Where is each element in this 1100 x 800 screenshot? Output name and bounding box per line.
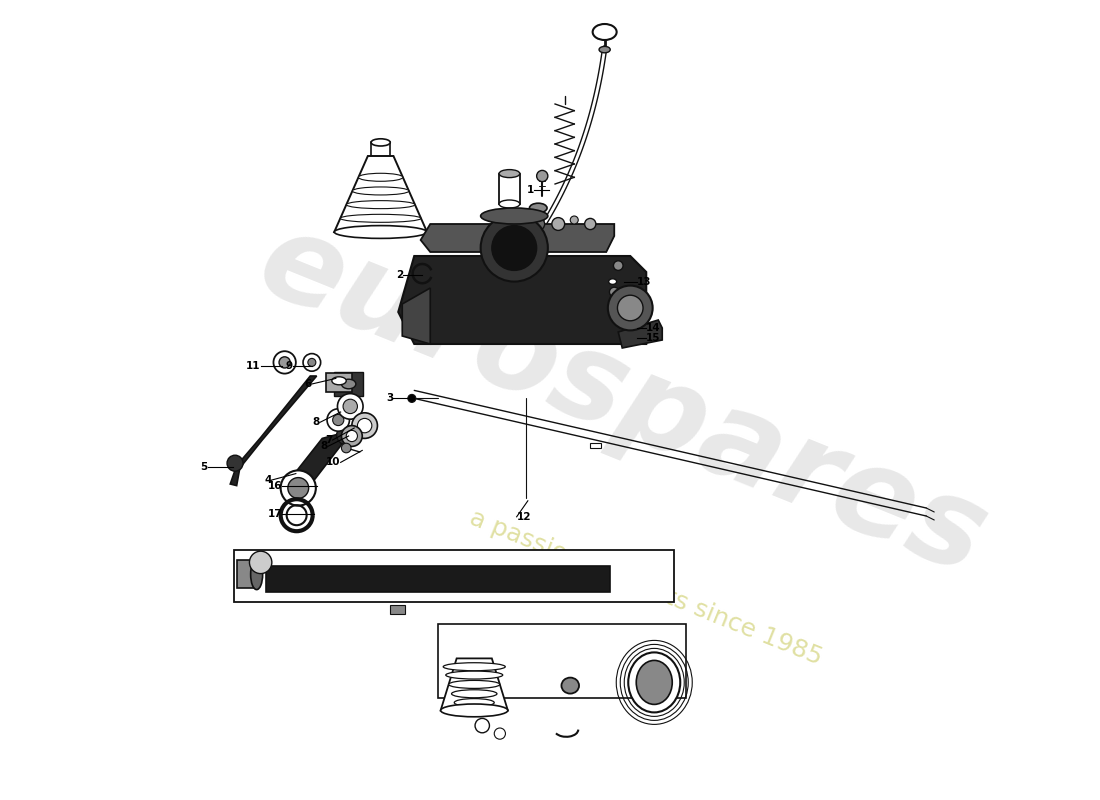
Text: 3: 3	[386, 394, 394, 403]
Ellipse shape	[449, 680, 499, 688]
Ellipse shape	[593, 24, 617, 40]
Polygon shape	[398, 256, 646, 344]
Text: 17: 17	[267, 509, 283, 518]
Polygon shape	[403, 288, 430, 344]
Text: 8: 8	[312, 418, 320, 427]
Circle shape	[517, 250, 532, 266]
Text: 4: 4	[264, 475, 272, 485]
Circle shape	[352, 413, 377, 438]
Ellipse shape	[608, 279, 617, 284]
Circle shape	[285, 476, 297, 489]
Circle shape	[280, 470, 316, 506]
Ellipse shape	[529, 203, 547, 213]
Text: 2: 2	[396, 270, 403, 280]
Circle shape	[552, 218, 564, 230]
Circle shape	[288, 478, 309, 498]
Circle shape	[227, 455, 243, 471]
Text: 14: 14	[646, 323, 661, 333]
Bar	[266, 566, 610, 592]
Circle shape	[617, 295, 643, 321]
Circle shape	[492, 226, 537, 270]
Ellipse shape	[446, 671, 503, 679]
Circle shape	[327, 409, 350, 431]
Text: 7: 7	[326, 435, 332, 445]
Ellipse shape	[359, 174, 403, 182]
Text: 11: 11	[246, 362, 261, 371]
Circle shape	[358, 418, 372, 433]
Circle shape	[531, 218, 544, 230]
Circle shape	[332, 414, 344, 426]
Ellipse shape	[636, 660, 672, 705]
Circle shape	[608, 286, 652, 330]
Polygon shape	[334, 156, 427, 232]
Polygon shape	[230, 376, 317, 486]
Ellipse shape	[443, 662, 505, 670]
Text: 8: 8	[320, 442, 328, 451]
Bar	[327, 373, 352, 392]
Ellipse shape	[341, 379, 355, 389]
Circle shape	[346, 430, 358, 442]
Text: 1: 1	[527, 186, 535, 195]
Circle shape	[343, 399, 358, 414]
Polygon shape	[420, 224, 614, 252]
Polygon shape	[441, 658, 508, 710]
Bar	[591, 443, 602, 448]
Circle shape	[341, 443, 351, 453]
Ellipse shape	[332, 377, 346, 385]
Ellipse shape	[600, 46, 610, 53]
Circle shape	[408, 394, 416, 402]
Ellipse shape	[561, 678, 579, 694]
Ellipse shape	[346, 201, 415, 209]
Circle shape	[302, 354, 320, 371]
Circle shape	[494, 728, 505, 739]
Text: 6: 6	[305, 379, 311, 389]
Circle shape	[279, 357, 290, 368]
Bar	[234, 550, 674, 602]
Ellipse shape	[334, 226, 427, 238]
Ellipse shape	[371, 139, 390, 146]
Ellipse shape	[352, 187, 409, 195]
Ellipse shape	[441, 704, 508, 717]
Text: 5: 5	[200, 462, 208, 472]
Circle shape	[570, 216, 579, 224]
Text: eurospares: eurospares	[242, 201, 1002, 599]
Bar	[390, 605, 405, 614]
Circle shape	[274, 351, 296, 374]
Ellipse shape	[628, 653, 680, 712]
Text: 13: 13	[637, 277, 651, 286]
Bar	[334, 372, 363, 396]
Circle shape	[609, 287, 619, 297]
Ellipse shape	[499, 170, 520, 178]
Ellipse shape	[340, 214, 421, 222]
Ellipse shape	[251, 559, 263, 590]
Circle shape	[475, 718, 490, 733]
Circle shape	[337, 426, 355, 445]
Text: 16: 16	[267, 482, 283, 491]
Circle shape	[308, 358, 316, 366]
Text: 9: 9	[286, 362, 293, 371]
Ellipse shape	[481, 208, 548, 224]
Circle shape	[250, 551, 272, 574]
Ellipse shape	[454, 698, 494, 706]
Ellipse shape	[451, 690, 497, 698]
Text: 10: 10	[326, 458, 341, 467]
Text: 15: 15	[646, 333, 661, 342]
Polygon shape	[618, 320, 662, 348]
Circle shape	[481, 214, 548, 282]
Circle shape	[537, 170, 548, 182]
Bar	[438, 624, 686, 698]
Circle shape	[338, 394, 363, 419]
Text: a passion for parts since 1985: a passion for parts since 1985	[466, 506, 826, 670]
Polygon shape	[290, 432, 346, 484]
Bar	[236, 560, 256, 588]
Bar	[499, 174, 520, 204]
Circle shape	[584, 218, 596, 230]
Text: 12: 12	[517, 512, 531, 522]
Circle shape	[341, 426, 362, 446]
Ellipse shape	[499, 200, 520, 208]
Circle shape	[614, 261, 623, 270]
